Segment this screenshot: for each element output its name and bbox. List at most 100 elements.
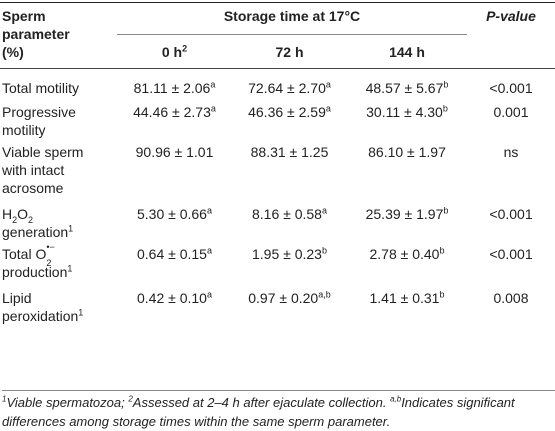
cell: 72.64 ± 2.70a bbox=[232, 69, 347, 102]
cell-sup: a bbox=[206, 289, 212, 300]
row-label-text: motility bbox=[2, 122, 46, 138]
pvalue-cell: ns bbox=[503, 144, 519, 160]
col-144h-header: 144 h bbox=[389, 44, 425, 60]
pvalue-cell: <0.001 bbox=[489, 246, 533, 262]
table-row: Total O •− 2 production1 0.64 ± 0.15a 1.95 … bbox=[0, 243, 555, 283]
footnote-sup: 2 bbox=[128, 394, 133, 404]
row-label-sub: 2 bbox=[46, 258, 52, 268]
cell-value: 8.16 ± 0.58 bbox=[252, 206, 322, 222]
row-label-sub: 2 bbox=[28, 214, 34, 225]
cell-value: 72.64 ± 2.70 bbox=[248, 80, 326, 96]
cell: 25.39 ± 1.97b bbox=[347, 199, 467, 243]
cell-value: 0.42 ± 0.10 bbox=[137, 290, 207, 306]
table-row: Lipid peroxidation1 0.42 ± 0.10a 0.97 ± 0… bbox=[0, 283, 555, 327]
cell-sup: a bbox=[206, 205, 212, 216]
cell: 48.57 ± 5.67b bbox=[347, 69, 467, 102]
footnote-sup: 1 bbox=[2, 394, 7, 404]
param-header-line3: (%) bbox=[2, 44, 24, 60]
cell-sup: a bbox=[206, 245, 212, 256]
cell-sup: b bbox=[443, 79, 449, 90]
cell: 0.42 ± 0.10a bbox=[117, 283, 232, 327]
footnote-text: Assessed at 2–4 h after ejaculate collec… bbox=[132, 395, 391, 410]
row-label-text: O bbox=[17, 206, 29, 222]
cell: 90.96 ± 1.01 bbox=[135, 144, 214, 160]
cell-value: 1.95 ± 0.23 bbox=[252, 246, 322, 262]
cell-value: 81.11 ± 2.06 bbox=[133, 80, 211, 96]
cell-value: 0.64 ± 0.15 bbox=[137, 246, 207, 262]
row-label-text: Total motility bbox=[2, 80, 80, 96]
row-label-text: H bbox=[2, 206, 13, 222]
cell: 86.10 ± 1.97 bbox=[368, 144, 446, 160]
row-label-text: Lipid bbox=[2, 290, 32, 306]
cell-sup: a bbox=[321, 205, 327, 216]
col-0h-text: 0 h bbox=[161, 44, 183, 60]
superoxide-script: •− 2 bbox=[46, 243, 60, 269]
row-label: H2O2 generation1 bbox=[0, 199, 117, 243]
row-label: Total motility bbox=[0, 69, 117, 102]
cell: 2.78 ± 0.40b bbox=[347, 243, 467, 283]
pvalue-cell: 0.008 bbox=[493, 290, 529, 306]
row-label-text: acrosome bbox=[2, 180, 64, 196]
cell-value: 48.57 ± 5.67 bbox=[365, 80, 444, 96]
row-label-text: peroxidation bbox=[2, 308, 79, 324]
cell: 8.16 ± 0.58a bbox=[232, 199, 347, 243]
cell: 0.97 ± 0.20a,b bbox=[232, 283, 347, 327]
cell-value: 44.46 ± 2.73 bbox=[133, 104, 211, 120]
pvalue-header: P-value bbox=[467, 3, 555, 35]
cell: 88.31 ± 1.25 bbox=[250, 144, 329, 160]
cell-value: 0.97 ± 0.20 bbox=[248, 290, 319, 306]
cell-value: 1.41 ± 0.31 bbox=[369, 290, 440, 306]
cell: 30.11 ± 4.30b bbox=[347, 101, 467, 141]
table-row: H2O2 generation1 5.30 ± 0.66a 8.16 ± 0.58… bbox=[0, 199, 555, 243]
row-label-text: Progressive bbox=[2, 104, 76, 120]
col-72h-header: 72 h bbox=[275, 44, 304, 60]
pvalue-header-text: P-value bbox=[486, 8, 536, 24]
col-0h-sup: 2 bbox=[182, 43, 188, 54]
cell-sup: b bbox=[442, 103, 448, 114]
table-row: Progressive motility 44.46 ± 2.73a 46.36 … bbox=[0, 101, 555, 141]
pvalue-cell: <0.001 bbox=[489, 206, 533, 222]
storage-header: Storage time at 17°C bbox=[117, 2, 467, 35]
cell-sup: b bbox=[443, 205, 449, 216]
cell-sup: b bbox=[321, 245, 327, 256]
table-row: Total motility 81.11 ± 2.06a 72.64 ± 2.7… bbox=[0, 68, 555, 102]
row-label-text: Total O bbox=[2, 246, 47, 262]
cell: 1.95 ± 0.23b bbox=[232, 243, 347, 283]
pvalue-cell: 0.001 bbox=[493, 104, 529, 120]
cell-sup: b bbox=[439, 289, 445, 300]
row-label: Viable sperm with intact acrosome bbox=[0, 141, 117, 199]
cell-sup: a bbox=[210, 79, 216, 90]
cell-value: 5.30 ± 0.66 bbox=[137, 206, 207, 222]
cell-value: 46.36 ± 2.59 bbox=[248, 104, 326, 120]
footnote-sup: a,b bbox=[390, 394, 402, 404]
row-label: Progressive motility bbox=[0, 101, 117, 141]
cell-value: 25.39 ± 1.97 bbox=[365, 206, 444, 222]
cell: 81.11 ± 2.06a bbox=[117, 69, 232, 102]
param-header-line1: Sperm bbox=[2, 8, 46, 24]
cell-value: 30.11 ± 4.30 bbox=[366, 104, 443, 120]
param-header-line2: parameter bbox=[2, 26, 70, 42]
row-label-text: production bbox=[2, 264, 68, 280]
row-label-text: with intact bbox=[2, 162, 65, 178]
table-row: Viable sperm with intact acrosome 90.96 ± … bbox=[0, 141, 555, 199]
row-label-sub: 2 bbox=[12, 214, 18, 225]
pvalue-cell: <0.001 bbox=[489, 80, 533, 96]
cell: 44.46 ± 2.73a bbox=[117, 101, 232, 141]
row-label-sup: 1 bbox=[68, 223, 74, 234]
sperm-table: Sperm parameter (%) Storage time at 17°C… bbox=[0, 2, 555, 327]
cell-sup: a,b bbox=[318, 289, 331, 300]
cell-sup: b bbox=[439, 245, 445, 256]
cell-sup: a bbox=[325, 103, 331, 114]
cell: 5.30 ± 0.66a bbox=[117, 199, 232, 243]
footnote-text: Indicates significant differences among … bbox=[2, 395, 515, 429]
row-label-text: Viable sperm bbox=[2, 144, 84, 160]
row-label-sup: 1 bbox=[78, 307, 84, 318]
table-footnote: 1Viable spermatozoa; 2Assessed at 2–4 h … bbox=[2, 390, 555, 431]
cell-sup: a bbox=[210, 103, 216, 114]
row-label: Lipid peroxidation1 bbox=[0, 283, 117, 327]
row-label: Total O •− 2 production1 bbox=[0, 243, 117, 283]
row-label-sup: 1 bbox=[67, 263, 73, 274]
row-label-text: generation bbox=[2, 224, 69, 240]
col-0h-header: 0 h2 bbox=[117, 35, 232, 69]
